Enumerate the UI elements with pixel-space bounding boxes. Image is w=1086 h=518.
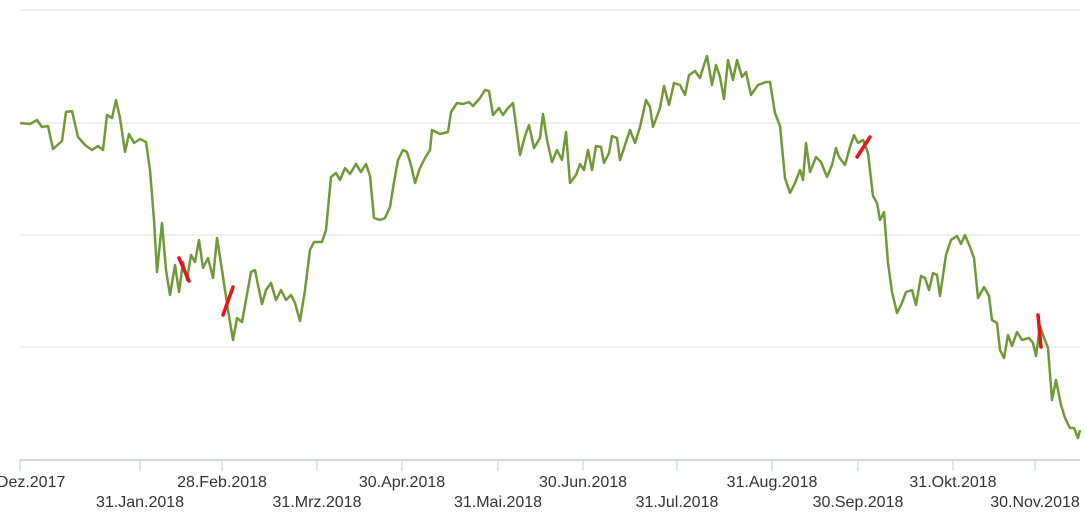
red-marker [221, 285, 235, 317]
x-tick-label: 31.Jan.2018 [96, 494, 184, 511]
annotations [177, 135, 1043, 349]
x-tick-label: 28.Feb.2018 [177, 474, 267, 491]
grid [20, 9, 1080, 461]
red-marker [177, 256, 191, 283]
x-tick-label: 31.Mrz.2018 [273, 494, 362, 511]
x-tick-label: 31.Dez.2017 [0, 474, 65, 491]
x-tick-label: 31.Jul.2018 [636, 494, 719, 511]
red-marker [1036, 313, 1043, 349]
series-line [19, 54, 1082, 440]
plot-area [19, 54, 1082, 440]
x-tick-label: 31.Okt.2018 [909, 474, 996, 491]
x-tick-label: 31.Aug.2018 [727, 474, 818, 491]
x-tick-label: 30.Jun.2018 [539, 474, 627, 491]
x-tick-label: 30.Sep.2018 [813, 494, 904, 511]
x-tick-label: 30.Apr.2018 [359, 474, 445, 491]
x-tick-label: 30.Nov.2018 [990, 494, 1080, 511]
x-axis: 31.Dez.2017 31.Jan.2018 28.Feb.2018 31.Mrz.… [0, 459, 1080, 511]
red-marker [855, 135, 872, 159]
x-tick-label: 31.Mai.2018 [454, 494, 542, 511]
